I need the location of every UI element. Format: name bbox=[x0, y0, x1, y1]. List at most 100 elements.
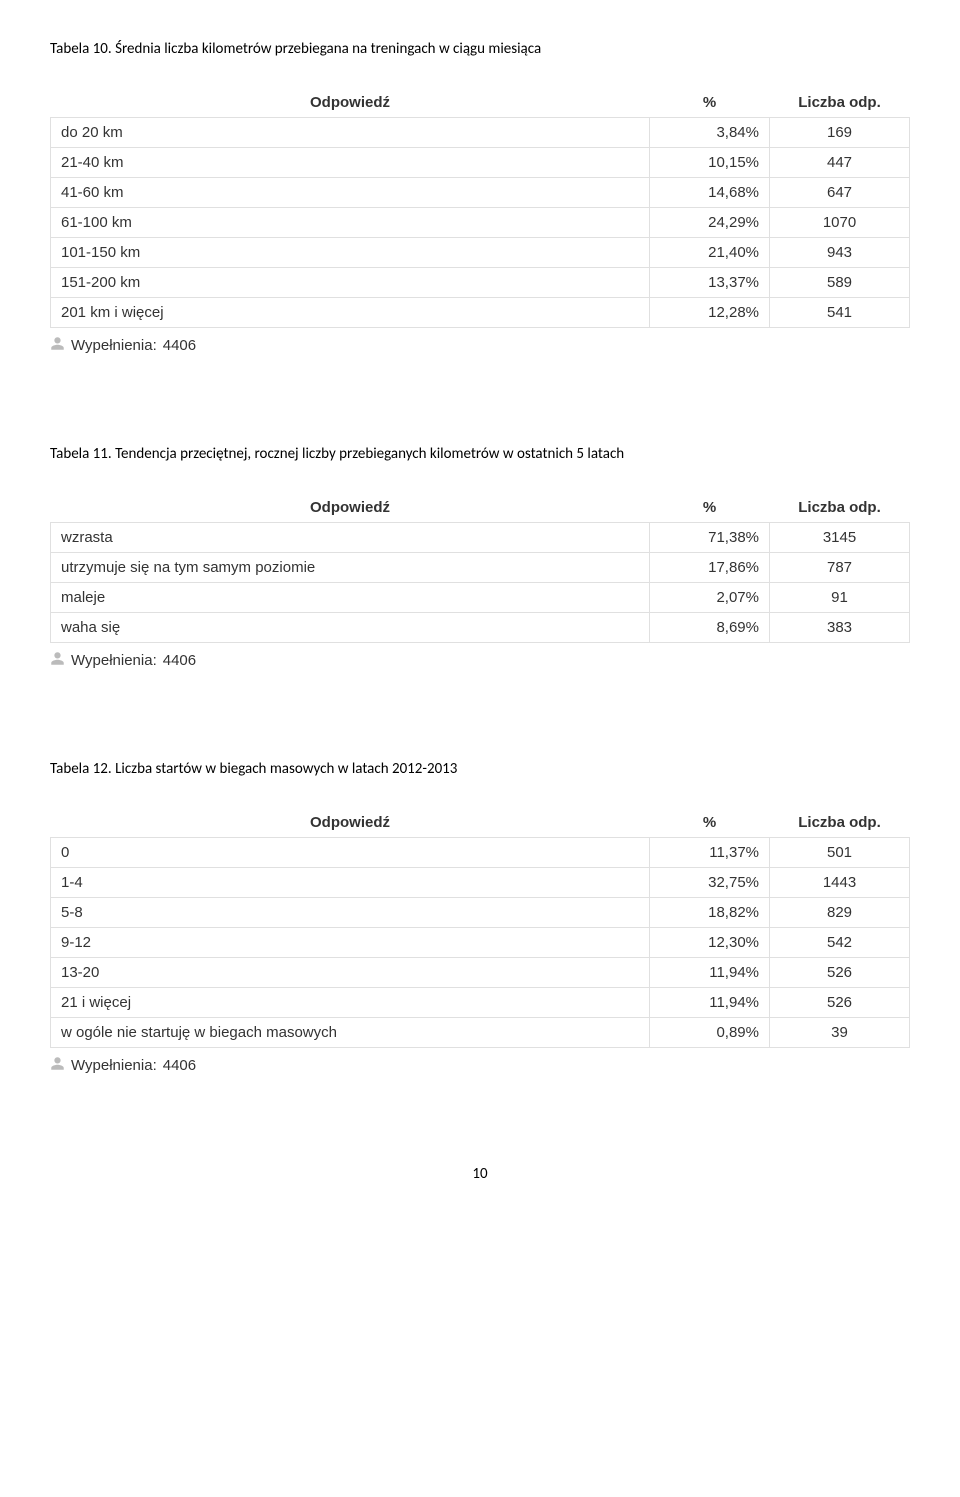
header-answer: Odpowiedź bbox=[51, 808, 650, 838]
cell-answer: 101-150 km bbox=[51, 238, 650, 268]
table-row: 61-100 km24,29%1070 bbox=[51, 208, 910, 238]
cell-count: 526 bbox=[770, 958, 910, 988]
cell-count: 541 bbox=[770, 298, 910, 328]
cell-answer: 41-60 km bbox=[51, 178, 650, 208]
header-percent: % bbox=[650, 493, 770, 523]
table-row: waha się8,69%383 bbox=[51, 613, 910, 643]
page-number: 10 bbox=[50, 1165, 910, 1183]
header-count: Liczba odp. bbox=[770, 808, 910, 838]
cell-percent: 21,40% bbox=[650, 238, 770, 268]
cell-count: 943 bbox=[770, 238, 910, 268]
cell-count: 91 bbox=[770, 583, 910, 613]
cell-answer: 9-12 bbox=[51, 928, 650, 958]
cell-count: 169 bbox=[770, 118, 910, 148]
cell-percent: 32,75% bbox=[650, 868, 770, 898]
cell-percent: 10,15% bbox=[650, 148, 770, 178]
cell-count: 526 bbox=[770, 988, 910, 1018]
cell-answer: 201 km i więcej bbox=[51, 298, 650, 328]
person-icon bbox=[50, 1056, 65, 1075]
fills-label: Wypełnienia: bbox=[71, 1057, 157, 1074]
table-header-row: Odpowiedź%Liczba odp. bbox=[51, 808, 910, 838]
table-row: maleje2,07%91 bbox=[51, 583, 910, 613]
fills-label: Wypełnienia: bbox=[71, 652, 157, 669]
table-row: 21 i więcej11,94%526 bbox=[51, 988, 910, 1018]
cell-answer: do 20 km bbox=[51, 118, 650, 148]
header-percent: % bbox=[650, 808, 770, 838]
cell-answer: wzrasta bbox=[51, 523, 650, 553]
table-row: utrzymuje się na tym samym poziomie17,86… bbox=[51, 553, 910, 583]
cell-percent: 2,07% bbox=[650, 583, 770, 613]
table-row: 41-60 km14,68%647 bbox=[51, 178, 910, 208]
cell-percent: 14,68% bbox=[650, 178, 770, 208]
table-section: Tabela 10. Średnia liczba kilometrów prz… bbox=[50, 40, 910, 355]
table-caption: Tabela 10. Średnia liczba kilometrów prz… bbox=[50, 40, 910, 58]
cell-count: 447 bbox=[770, 148, 910, 178]
cell-count: 1443 bbox=[770, 868, 910, 898]
fills-value: 4406 bbox=[163, 337, 196, 354]
cell-percent: 11,37% bbox=[650, 838, 770, 868]
header-percent: % bbox=[650, 88, 770, 118]
cell-answer: 21 i więcej bbox=[51, 988, 650, 1018]
table-row: 011,37%501 bbox=[51, 838, 910, 868]
cell-count: 589 bbox=[770, 268, 910, 298]
cell-answer: 151-200 km bbox=[51, 268, 650, 298]
cell-count: 647 bbox=[770, 178, 910, 208]
table-caption: Tabela 12. Liczba startów w biegach maso… bbox=[50, 760, 910, 778]
cell-count: 787 bbox=[770, 553, 910, 583]
cell-count: 501 bbox=[770, 838, 910, 868]
table-row: wzrasta71,38%3145 bbox=[51, 523, 910, 553]
table-section: Tabela 11. Tendencja przeciętnej, roczne… bbox=[50, 445, 910, 670]
cell-percent: 13,37% bbox=[650, 268, 770, 298]
table-row: 101-150 km21,40%943 bbox=[51, 238, 910, 268]
table-header-row: Odpowiedź%Liczba odp. bbox=[51, 88, 910, 118]
person-icon bbox=[50, 336, 65, 355]
table-section: Tabela 12. Liczba startów w biegach maso… bbox=[50, 760, 910, 1075]
cell-answer: 1-4 bbox=[51, 868, 650, 898]
header-answer: Odpowiedź bbox=[51, 88, 650, 118]
table-row: 9-1212,30%542 bbox=[51, 928, 910, 958]
cell-percent: 8,69% bbox=[650, 613, 770, 643]
cell-answer: utrzymuje się na tym samym poziomie bbox=[51, 553, 650, 583]
cell-count: 829 bbox=[770, 898, 910, 928]
cell-count: 3145 bbox=[770, 523, 910, 553]
cell-answer: 61-100 km bbox=[51, 208, 650, 238]
person-icon bbox=[50, 651, 65, 670]
header-count: Liczba odp. bbox=[770, 493, 910, 523]
cell-percent: 3,84% bbox=[650, 118, 770, 148]
cell-percent: 17,86% bbox=[650, 553, 770, 583]
data-table: Odpowiedź%Liczba odp.wzrasta71,38%3145ut… bbox=[50, 493, 910, 643]
cell-answer: w ogóle nie startuję w biegach masowych bbox=[51, 1018, 650, 1048]
cell-count: 383 bbox=[770, 613, 910, 643]
cell-answer: waha się bbox=[51, 613, 650, 643]
cell-count: 1070 bbox=[770, 208, 910, 238]
fills-value: 4406 bbox=[163, 1057, 196, 1074]
cell-percent: 12,30% bbox=[650, 928, 770, 958]
fills-line: Wypełnienia: 4406 bbox=[50, 336, 910, 355]
table-row: 201 km i więcej12,28%541 bbox=[51, 298, 910, 328]
header-answer: Odpowiedź bbox=[51, 493, 650, 523]
table-row: 1-432,75%1443 bbox=[51, 868, 910, 898]
cell-answer: 0 bbox=[51, 838, 650, 868]
table-caption: Tabela 11. Tendencja przeciętnej, roczne… bbox=[50, 445, 910, 463]
cell-percent: 11,94% bbox=[650, 988, 770, 1018]
cell-count: 39 bbox=[770, 1018, 910, 1048]
table-row: 21-40 km10,15%447 bbox=[51, 148, 910, 178]
table-row: 5-818,82%829 bbox=[51, 898, 910, 928]
table-row: 13-2011,94%526 bbox=[51, 958, 910, 988]
cell-percent: 71,38% bbox=[650, 523, 770, 553]
table-row: w ogóle nie startuję w biegach masowych0… bbox=[51, 1018, 910, 1048]
fills-line: Wypełnienia: 4406 bbox=[50, 651, 910, 670]
cell-answer: 21-40 km bbox=[51, 148, 650, 178]
table-header-row: Odpowiedź%Liczba odp. bbox=[51, 493, 910, 523]
cell-answer: 5-8 bbox=[51, 898, 650, 928]
table-row: do 20 km3,84%169 bbox=[51, 118, 910, 148]
cell-percent: 11,94% bbox=[650, 958, 770, 988]
fills-value: 4406 bbox=[163, 652, 196, 669]
cell-percent: 0,89% bbox=[650, 1018, 770, 1048]
cell-percent: 24,29% bbox=[650, 208, 770, 238]
fills-line: Wypełnienia: 4406 bbox=[50, 1056, 910, 1075]
data-table: Odpowiedź%Liczba odp.do 20 km3,84%16921-… bbox=[50, 88, 910, 328]
cell-percent: 18,82% bbox=[650, 898, 770, 928]
data-table: Odpowiedź%Liczba odp.011,37%5011-432,75%… bbox=[50, 808, 910, 1048]
fills-label: Wypełnienia: bbox=[71, 337, 157, 354]
